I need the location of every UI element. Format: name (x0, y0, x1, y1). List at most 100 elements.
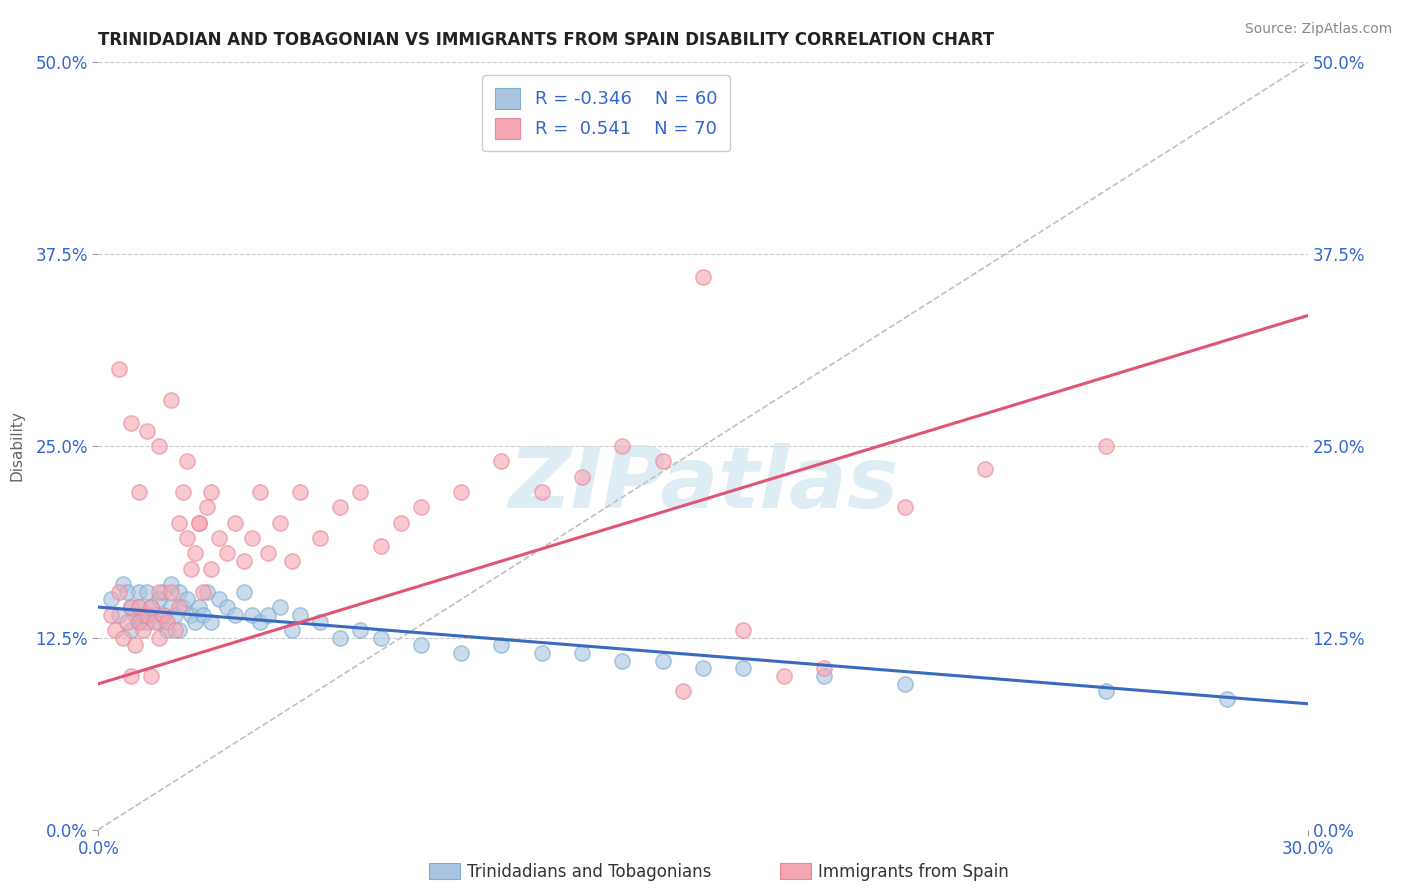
Point (111, 577, 134, 591)
Point (813, 669, 835, 683)
Point (176, 592, 198, 607)
Point (571, 469, 593, 483)
Point (160, 584, 183, 599)
Point (974, 462, 997, 476)
Point (176, 454, 198, 468)
Point (120, 600, 142, 615)
Point (156, 623, 179, 637)
Point (256, 546, 278, 560)
Point (143, 615, 166, 630)
Point (132, 623, 155, 637)
Text: Source: ZipAtlas.com: Source: ZipAtlas.com (1244, 22, 1392, 37)
Point (200, 615, 222, 630)
Point (128, 615, 150, 630)
Point (128, 600, 150, 615)
Point (152, 607, 174, 622)
Point (1216, 692, 1239, 706)
Point (139, 669, 162, 683)
Point (167, 600, 190, 615)
Point (409, 500, 432, 515)
Point (148, 439, 170, 453)
Point (148, 615, 170, 630)
Point (100, 592, 122, 607)
Point (100, 607, 122, 622)
Point (135, 424, 157, 438)
Point (135, 615, 157, 630)
Point (115, 584, 138, 599)
Point (893, 677, 915, 691)
Point (530, 646, 553, 660)
Point (120, 623, 142, 637)
Point (612, 654, 634, 668)
Point (672, 684, 695, 698)
Point (139, 600, 162, 615)
Point (172, 600, 194, 615)
Text: ZIPatlas: ZIPatlas (508, 442, 898, 526)
Point (692, 270, 714, 285)
Point (309, 531, 332, 545)
Point (148, 631, 170, 645)
Point (156, 615, 179, 630)
Point (281, 554, 304, 568)
Point (491, 454, 513, 468)
Point (893, 500, 915, 515)
Point (193, 584, 215, 599)
Point (249, 485, 271, 500)
Point (491, 639, 513, 653)
Point (128, 485, 150, 500)
Point (124, 607, 146, 622)
Point (612, 439, 634, 453)
Point (143, 607, 166, 622)
Point (115, 615, 138, 630)
Point (180, 607, 202, 622)
Point (128, 615, 150, 630)
Point (240, 607, 263, 622)
Y-axis label: Disability: Disability (10, 410, 24, 482)
Point (692, 661, 714, 675)
Point (217, 546, 239, 560)
Point (188, 600, 211, 615)
Point (107, 607, 129, 622)
Point (103, 623, 125, 637)
Point (329, 500, 352, 515)
Point (571, 646, 593, 660)
Point (195, 584, 218, 599)
Point (232, 584, 254, 599)
Point (281, 623, 304, 637)
Point (111, 631, 134, 645)
Point (309, 615, 332, 630)
Point (409, 639, 432, 653)
Point (135, 607, 157, 622)
Point (200, 562, 222, 576)
Point (288, 485, 311, 500)
Point (176, 531, 198, 545)
Point (107, 362, 129, 376)
Point (651, 454, 673, 468)
Point (160, 600, 183, 615)
Point (772, 669, 794, 683)
Point (217, 600, 239, 615)
Point (733, 623, 755, 637)
Point (163, 607, 186, 622)
Point (184, 546, 207, 560)
Point (450, 485, 472, 500)
Point (240, 531, 263, 545)
Point (152, 607, 174, 622)
Point (1095, 439, 1118, 453)
Point (167, 623, 190, 637)
Point (1095, 684, 1118, 698)
Point (167, 516, 190, 530)
Point (148, 584, 170, 599)
Point (124, 639, 146, 653)
Point (349, 485, 371, 500)
Point (195, 500, 218, 515)
Point (232, 554, 254, 568)
Point (172, 485, 194, 500)
Point (128, 600, 150, 615)
Point (349, 623, 371, 637)
Point (160, 392, 183, 407)
Point (128, 584, 150, 599)
Point (651, 654, 673, 668)
Point (120, 669, 142, 683)
Point (188, 516, 211, 530)
